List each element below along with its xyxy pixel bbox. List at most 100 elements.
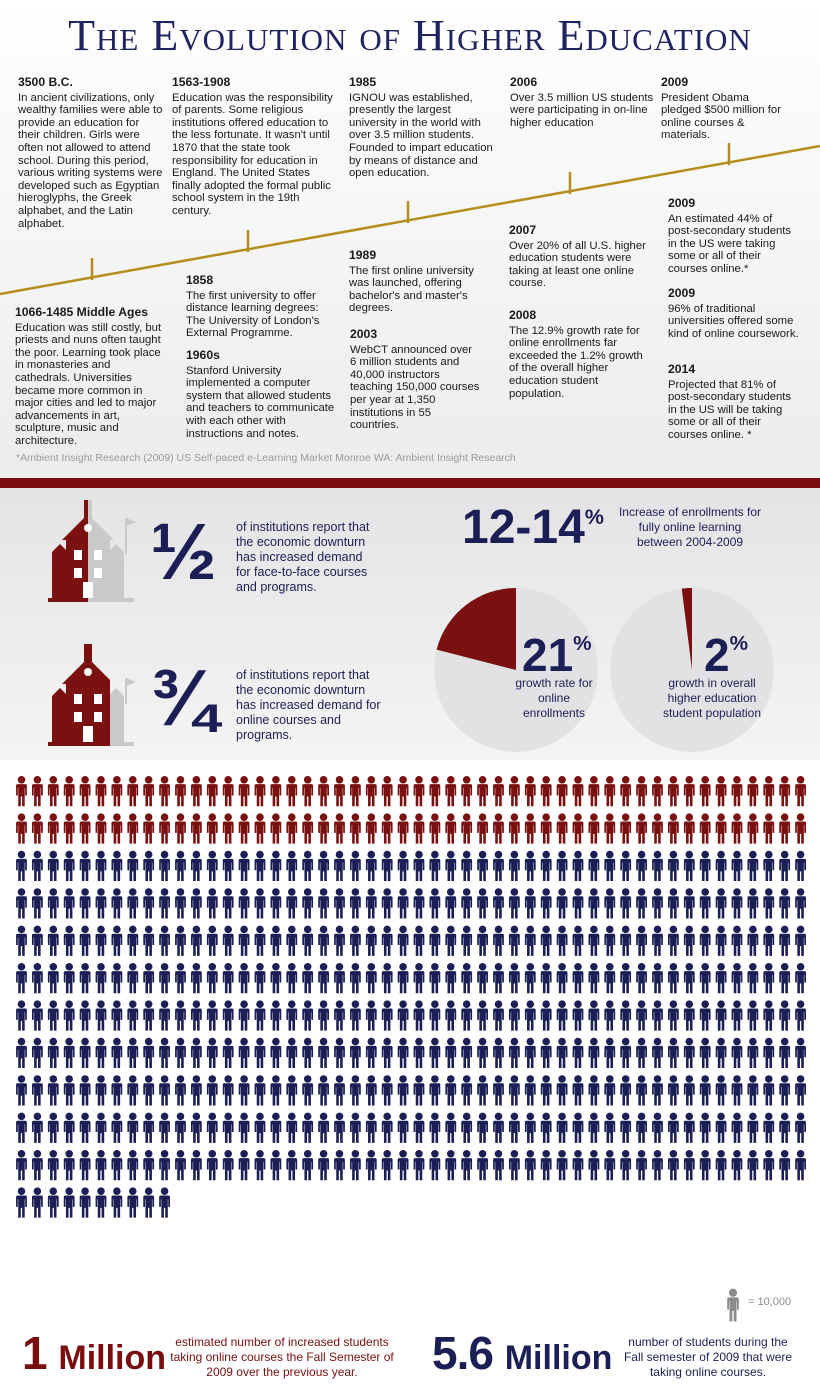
person-icon-online bbox=[47, 1075, 59, 1106]
person-icon-online bbox=[365, 1075, 377, 1106]
person-icon-online bbox=[222, 1150, 234, 1181]
event-year: 1563-1908 bbox=[172, 75, 231, 89]
person-icon-online bbox=[286, 1150, 298, 1181]
timeline-event: 2009 An estimated 44% of post-secondary … bbox=[668, 197, 800, 276]
person-icon-online bbox=[588, 925, 600, 956]
person-icon-online bbox=[47, 963, 59, 994]
person-icon-online bbox=[461, 888, 473, 919]
person-icon-online bbox=[47, 1187, 59, 1218]
person-icon-online bbox=[604, 1037, 616, 1069]
person-icon-online bbox=[206, 1037, 218, 1069]
person-icon-online bbox=[63, 888, 75, 919]
person-icon-online bbox=[79, 1000, 91, 1031]
online-growth-value: 21% bbox=[522, 629, 592, 681]
person-icon-online bbox=[667, 1075, 679, 1106]
person-icon-online bbox=[540, 1075, 552, 1106]
person-icon-increase bbox=[779, 776, 791, 807]
person-icon-increase bbox=[159, 813, 170, 844]
person-icon-online bbox=[206, 1000, 218, 1031]
person-icon-online bbox=[270, 1037, 282, 1069]
person-icon-online bbox=[63, 1150, 75, 1181]
person-icon-online bbox=[524, 1037, 536, 1069]
person-icon-increase bbox=[334, 776, 345, 807]
event-text: Over 20% of all U.S. higher education st… bbox=[509, 239, 646, 290]
person-icon-online bbox=[779, 963, 791, 994]
schoolhouse-three-quarter-icon bbox=[48, 644, 136, 746]
person-icon-online bbox=[556, 963, 568, 994]
person-icon-online bbox=[429, 1075, 441, 1106]
person-icon-online bbox=[620, 1037, 632, 1069]
person-icon-online bbox=[16, 1075, 27, 1106]
person-icon-online bbox=[779, 1075, 791, 1106]
person-icon-online bbox=[127, 1075, 139, 1106]
person-icon-increase bbox=[461, 776, 473, 807]
person-icon-online bbox=[397, 1037, 409, 1069]
person-icon-online bbox=[95, 963, 107, 994]
person-icon-online bbox=[79, 925, 91, 956]
person-icon-online bbox=[143, 1037, 155, 1069]
person-icon-online bbox=[461, 1037, 473, 1069]
person-icon-online bbox=[206, 850, 218, 882]
section-divider bbox=[0, 478, 820, 488]
schoolhouse-half-icon bbox=[48, 500, 136, 602]
person-icon-online bbox=[461, 1075, 473, 1106]
person-icon-online bbox=[493, 1037, 504, 1069]
person-icon-online bbox=[238, 1112, 250, 1143]
person-icon-online bbox=[652, 1150, 663, 1181]
person-icon-online bbox=[572, 1075, 584, 1106]
person-icon-online bbox=[667, 1037, 679, 1069]
person-icon-online bbox=[508, 1000, 520, 1031]
person-icon-online bbox=[715, 963, 727, 994]
person-icon-increase bbox=[159, 776, 170, 807]
person-icon-online bbox=[572, 1000, 584, 1031]
person-icon-increase bbox=[715, 776, 727, 807]
event-text: Stanford University implemented a comput… bbox=[186, 364, 335, 440]
three-quarter-fraction: ¾ bbox=[150, 653, 217, 742]
person-icon-increase bbox=[47, 813, 59, 844]
person-icon-online bbox=[206, 888, 218, 919]
person-icon-online bbox=[652, 925, 663, 956]
person-icon-increase bbox=[16, 776, 27, 807]
person-icon-increase bbox=[508, 813, 520, 844]
person-icon-online bbox=[413, 1037, 425, 1069]
person-icon-online bbox=[79, 1075, 91, 1106]
event-text: 96% of traditional universities offered … bbox=[668, 302, 799, 340]
person-icon-online bbox=[16, 1187, 27, 1218]
person-icon-online bbox=[413, 1150, 425, 1181]
person-icon-online bbox=[127, 1187, 139, 1218]
person-icon-online bbox=[604, 925, 616, 956]
person-icon-increase bbox=[588, 813, 600, 844]
person-icon-online bbox=[143, 888, 155, 919]
person-icon-online bbox=[334, 963, 345, 994]
person-icon-increase bbox=[572, 776, 584, 807]
person-icon-increase bbox=[238, 776, 250, 807]
person-icon-online bbox=[477, 1112, 488, 1143]
timeline-event: 1066-1485 Middle Ages Education was stil… bbox=[15, 306, 165, 448]
pie-slice-online-growth bbox=[436, 588, 516, 670]
person-icon-increase bbox=[540, 776, 552, 807]
person-icon-online bbox=[302, 963, 314, 994]
person-icon-online bbox=[508, 1075, 520, 1106]
person-icon-online bbox=[667, 888, 679, 919]
person-icon-online bbox=[620, 1112, 632, 1143]
event-year: 1858 bbox=[186, 273, 214, 287]
person-icon-increase bbox=[508, 776, 520, 807]
person-icon-online bbox=[143, 925, 155, 956]
person-icon-online bbox=[763, 925, 775, 956]
person-icon-online bbox=[318, 925, 329, 956]
person-icon-online bbox=[715, 925, 727, 956]
person-icon-online bbox=[79, 1187, 91, 1218]
person-icon-online bbox=[318, 1150, 329, 1181]
person-icon-online bbox=[731, 1075, 743, 1106]
person-icon-online bbox=[477, 1000, 488, 1031]
person-icon-increase bbox=[477, 776, 488, 807]
person-icon-increase bbox=[620, 813, 632, 844]
person-icon-increase bbox=[667, 813, 679, 844]
person-icon-online bbox=[270, 1112, 282, 1143]
person-icon-online bbox=[747, 888, 759, 919]
person-icon-online bbox=[302, 888, 314, 919]
event-text: President Obama pledged $500 million for… bbox=[661, 91, 781, 142]
person-icon-online bbox=[79, 1112, 91, 1143]
person-icon-online bbox=[334, 925, 345, 956]
person-icon-online bbox=[556, 1150, 568, 1181]
